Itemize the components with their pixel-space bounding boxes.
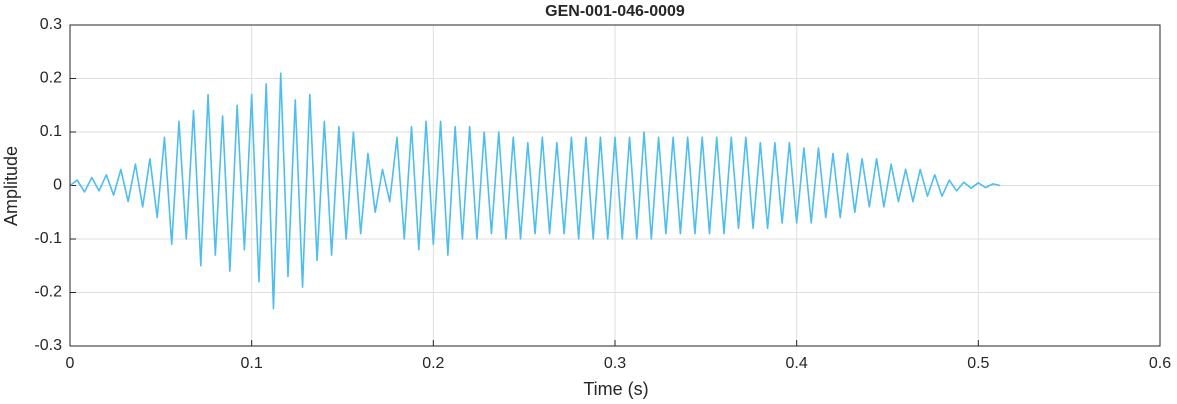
y-tick-label: -0.2 xyxy=(34,284,62,301)
plot-frame xyxy=(69,24,1161,347)
x-tick-label: 0.2 xyxy=(422,355,444,372)
x-tick-label: 0.1 xyxy=(241,355,263,372)
x-tick-label: 0.4 xyxy=(786,355,808,372)
waveform-line xyxy=(69,72,1001,310)
y-axis-label: Amplitude xyxy=(1,146,21,226)
x-tick-label: 0 xyxy=(66,355,75,372)
y-tick-label: -0.1 xyxy=(34,230,62,247)
y-tick-label: 0.1 xyxy=(40,123,62,140)
chart-title: GEN-001-046-0009 xyxy=(545,3,685,20)
x-tick-label: 0.5 xyxy=(967,355,989,372)
x-tick-label: 0.6 xyxy=(1149,355,1171,372)
y-tick-label: 0.3 xyxy=(40,16,62,33)
y-tick-label: -0.3 xyxy=(34,337,62,354)
y-tick-label: 0.2 xyxy=(40,70,62,87)
y-tick-label: 0 xyxy=(53,177,62,194)
x-tick-label: 0.3 xyxy=(604,355,626,372)
x-axis-label: Time (s) xyxy=(583,379,648,399)
